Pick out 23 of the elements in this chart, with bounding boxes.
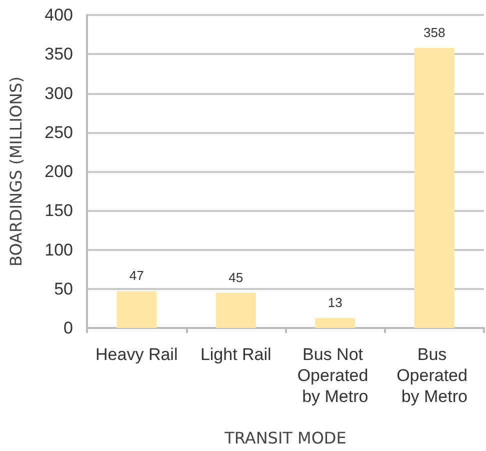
- x-tick-label: Light Rail: [200, 345, 272, 364]
- data-label: 45: [228, 270, 244, 285]
- y-tick-label: 100: [44, 240, 73, 260]
- bar: [414, 48, 454, 328]
- x-tick-label: Bus Operated by Metro: [396, 345, 472, 406]
- y-tick-label: 250: [44, 122, 73, 142]
- data-label: 13: [328, 294, 342, 310]
- bar: [216, 292, 256, 328]
- y-tick-label: 200: [44, 162, 73, 181]
- data-label: 358: [424, 24, 446, 40]
- y-tick-label: 400: [44, 6, 73, 24]
- y-tick-label: 300: [44, 84, 73, 103]
- y-tick-label: 0: [64, 318, 73, 338]
- y-axis-title: BOARDINGS (MILLIONS): [6, 76, 26, 266]
- y-tick-label: 150: [44, 201, 73, 220]
- data-label: 47: [129, 268, 144, 284]
- x-tick-label: Bus Not Operated by Metro: [297, 345, 373, 406]
- x-axis-title: TRANSIT MODE: [224, 428, 346, 448]
- x-tick-label: Heavy Rail: [96, 345, 178, 364]
- bar: [116, 291, 157, 328]
- bar: [315, 318, 356, 328]
- y-tick-label: 350: [44, 44, 73, 64]
- y-tick-label: 50: [54, 279, 73, 298]
